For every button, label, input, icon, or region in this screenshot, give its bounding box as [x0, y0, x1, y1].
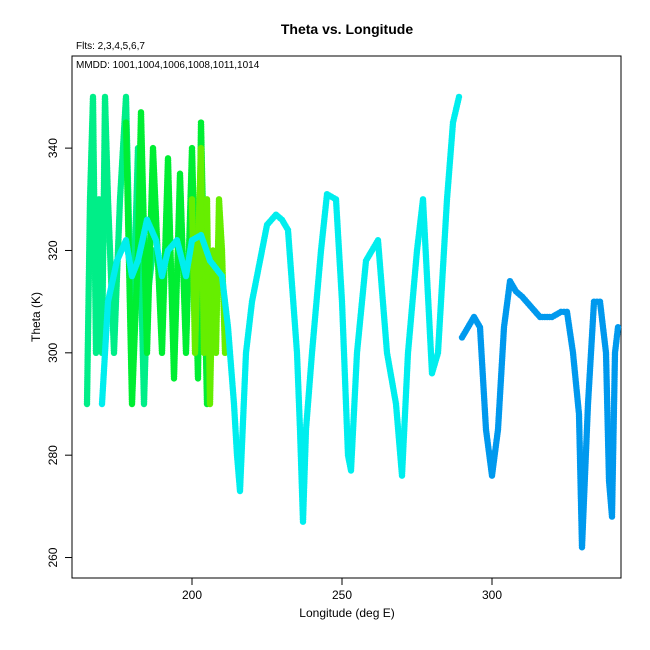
- data-point: [455, 93, 463, 101]
- y-tick-label: 300: [46, 342, 60, 362]
- y-tick-label: 280: [46, 445, 60, 465]
- y-tick-label: 340: [46, 138, 60, 158]
- x-axis: 200 250 300: [182, 577, 502, 602]
- x-tick-label: 250: [332, 588, 352, 602]
- dates-subtitle: MMDD: 1001,1004,1006,1008,1011,1014: [76, 60, 260, 71]
- x-tick-label: 200: [182, 588, 202, 602]
- series-5: [458, 277, 622, 551]
- x-tick-label: 300: [482, 588, 502, 602]
- flights-subtitle: Flts: 2,3,4,5,6,7: [76, 41, 145, 52]
- y-tick-label: 320: [46, 240, 60, 260]
- y-tick-label: 260: [46, 547, 60, 567]
- y-axis: 260 280 300 320 340: [46, 138, 73, 568]
- data-points: [83, 93, 622, 551]
- chart-title: Theta vs. Longitude: [281, 21, 413, 37]
